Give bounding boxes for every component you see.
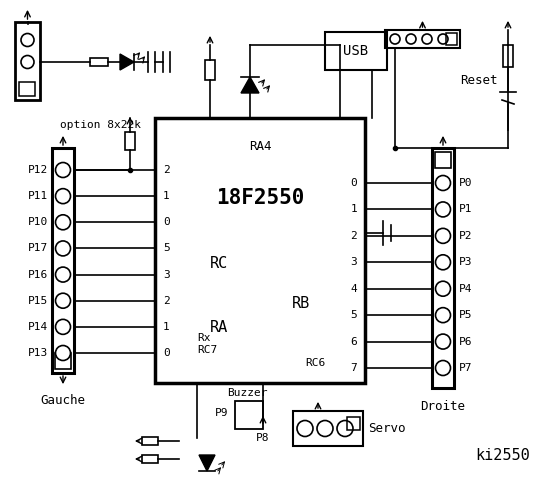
Circle shape [55, 267, 70, 282]
Circle shape [438, 34, 448, 44]
Text: 4: 4 [350, 284, 357, 294]
Circle shape [55, 241, 70, 256]
Bar [503, 45, 513, 67]
Text: 1: 1 [350, 204, 357, 215]
Text: Gauche: Gauche [40, 395, 86, 408]
Text: option 8x22k: option 8x22k [60, 120, 140, 130]
Circle shape [390, 34, 400, 44]
Text: P0: P0 [459, 178, 472, 188]
Text: 0: 0 [163, 348, 170, 358]
Text: RC7: RC7 [197, 345, 217, 355]
Text: 1: 1 [163, 191, 170, 201]
Text: P13: P13 [28, 348, 48, 358]
Text: P6: P6 [459, 336, 472, 347]
Text: RC6: RC6 [305, 358, 325, 368]
Circle shape [436, 334, 451, 349]
Bar [52, 148, 74, 373]
Bar [446, 33, 457, 45]
Circle shape [436, 281, 451, 296]
Text: 0: 0 [350, 178, 357, 188]
Text: Buzzer: Buzzer [227, 388, 267, 398]
Text: 2: 2 [163, 296, 170, 306]
Circle shape [406, 34, 416, 44]
Bar [205, 60, 215, 80]
Bar [235, 401, 263, 429]
Text: P11: P11 [28, 191, 48, 201]
Bar [19, 82, 35, 96]
Bar [347, 417, 360, 430]
Text: Droite: Droite [420, 399, 466, 412]
Circle shape [317, 420, 333, 436]
Circle shape [436, 255, 451, 270]
Bar [125, 132, 135, 150]
Polygon shape [199, 455, 215, 471]
Text: 5: 5 [350, 310, 357, 320]
Text: P17: P17 [28, 243, 48, 253]
Circle shape [55, 293, 70, 308]
Circle shape [21, 34, 34, 47]
Text: P3: P3 [459, 257, 472, 267]
Circle shape [55, 189, 70, 204]
Text: P7: P7 [459, 363, 472, 373]
Bar [385, 30, 460, 48]
Circle shape [297, 420, 313, 436]
Circle shape [436, 176, 451, 191]
Circle shape [21, 56, 34, 69]
Text: P10: P10 [28, 217, 48, 228]
Text: 1: 1 [163, 322, 170, 332]
Circle shape [422, 34, 432, 44]
Text: P9: P9 [215, 408, 228, 418]
Circle shape [55, 215, 70, 230]
Text: RC: RC [210, 255, 228, 271]
Bar [142, 455, 158, 463]
Bar [15, 22, 40, 100]
Circle shape [436, 202, 451, 217]
Text: 3: 3 [163, 270, 170, 279]
Text: P4: P4 [459, 284, 472, 294]
Bar [142, 437, 158, 445]
Text: 5: 5 [163, 243, 170, 253]
Circle shape [436, 360, 451, 375]
Text: P16: P16 [28, 270, 48, 279]
Text: P8: P8 [256, 433, 270, 443]
Text: RA: RA [210, 321, 228, 336]
Polygon shape [241, 77, 259, 93]
Bar [325, 32, 387, 70]
Bar [432, 148, 454, 388]
Text: P14: P14 [28, 322, 48, 332]
Text: P15: P15 [28, 296, 48, 306]
Text: 18F2550: 18F2550 [216, 188, 304, 208]
Text: Rx: Rx [197, 333, 211, 343]
Text: 2: 2 [163, 165, 170, 175]
Text: ki2550: ki2550 [475, 447, 530, 463]
Text: 0: 0 [163, 217, 170, 228]
Text: 2: 2 [350, 231, 357, 241]
Text: RA4: RA4 [249, 140, 272, 153]
Bar [55, 353, 71, 369]
Circle shape [436, 228, 451, 243]
Text: RB: RB [292, 296, 310, 311]
Bar [90, 58, 108, 66]
Bar [293, 411, 363, 446]
Bar [435, 152, 451, 168]
Text: 3: 3 [350, 257, 357, 267]
Text: USB: USB [343, 44, 368, 58]
Text: P1: P1 [459, 204, 472, 215]
Circle shape [436, 308, 451, 323]
Text: Reset: Reset [461, 73, 498, 86]
Polygon shape [120, 54, 134, 70]
Circle shape [55, 346, 70, 360]
Text: P5: P5 [459, 310, 472, 320]
Text: P12: P12 [28, 165, 48, 175]
Text: 7: 7 [350, 363, 357, 373]
Text: 6: 6 [350, 336, 357, 347]
Circle shape [55, 319, 70, 335]
Text: P2: P2 [459, 231, 472, 241]
Circle shape [55, 163, 70, 178]
Text: Servo: Servo [368, 422, 405, 435]
Bar [155, 118, 365, 383]
Circle shape [337, 420, 353, 436]
